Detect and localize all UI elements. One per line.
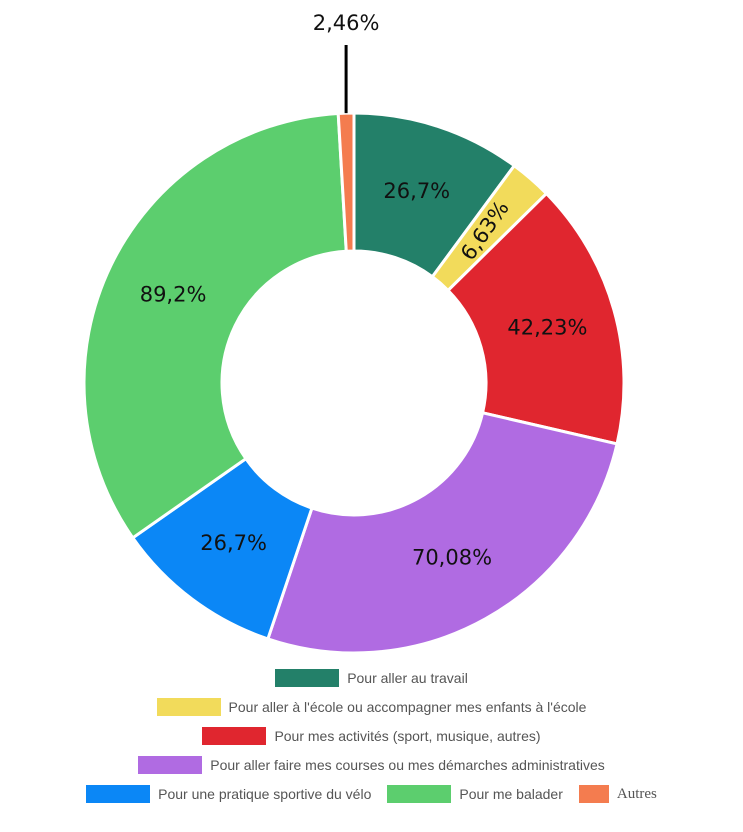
legend-swatch — [86, 785, 151, 803]
legend-row: Pour une pratique sportive du vélo Pour … — [0, 784, 743, 804]
legend-row: Pour aller au travail — [0, 668, 743, 688]
legend-row: Pour aller à l'école ou accompagner mes … — [0, 697, 743, 717]
legend-item-travail[interactable]: Pour aller au travail — [275, 669, 468, 687]
slice-label-travail: 26,7% — [383, 179, 450, 203]
legend-label: Pour aller au travail — [347, 670, 468, 686]
legend-label: Pour aller faire mes courses ou mes déma… — [210, 757, 605, 773]
slice-label-sportive: 26,7% — [200, 531, 267, 555]
legend-swatch — [387, 785, 452, 803]
slice-activites[interactable] — [445, 191, 626, 446]
legend-row: Pour aller faire mes courses ou mes déma… — [0, 755, 743, 775]
legend-label: Pour aller à l'école ou accompagner mes … — [228, 699, 587, 715]
legend-item-sportive[interactable]: Pour une pratique sportive du vélo — [86, 785, 371, 803]
legend-item-balader[interactable]: Pour me balader — [387, 785, 563, 803]
slice-label-courses: 70,08% — [412, 545, 492, 569]
callout-label: 2,46% — [313, 11, 380, 35]
legend-swatch — [578, 785, 609, 803]
slice-courses[interactable] — [265, 410, 619, 655]
slice-autres[interactable] — [336, 111, 356, 253]
legend-swatch — [156, 698, 221, 716]
legend: Pour aller au travail Pour aller à l'éco… — [0, 668, 743, 813]
legend-swatch — [138, 756, 203, 774]
slice-balader[interactable] — [82, 111, 348, 540]
slice-label-activites: 42,23% — [507, 315, 587, 339]
legend-label: Autres — [616, 785, 657, 802]
legend-label: Pour me balader — [459, 786, 563, 802]
legend-row: Pour mes activités (sport, musique, autr… — [0, 726, 743, 746]
slices-group — [82, 111, 626, 655]
legend-label: Pour mes activités (sport, musique, autr… — [274, 728, 541, 744]
legend-item-activites[interactable]: Pour mes activités (sport, musique, autr… — [202, 727, 541, 745]
legend-item-autres[interactable]: Autres — [578, 785, 657, 803]
legend-swatch — [202, 727, 267, 745]
slice-label-balader: 89,2% — [140, 282, 207, 306]
legend-label: Pour une pratique sportive du vélo — [158, 786, 372, 802]
legend-item-courses[interactable]: Pour aller faire mes courses ou mes déma… — [138, 756, 605, 774]
legend-swatch — [275, 669, 340, 687]
legend-item-ecole[interactable]: Pour aller à l'école ou accompagner mes … — [156, 698, 587, 716]
